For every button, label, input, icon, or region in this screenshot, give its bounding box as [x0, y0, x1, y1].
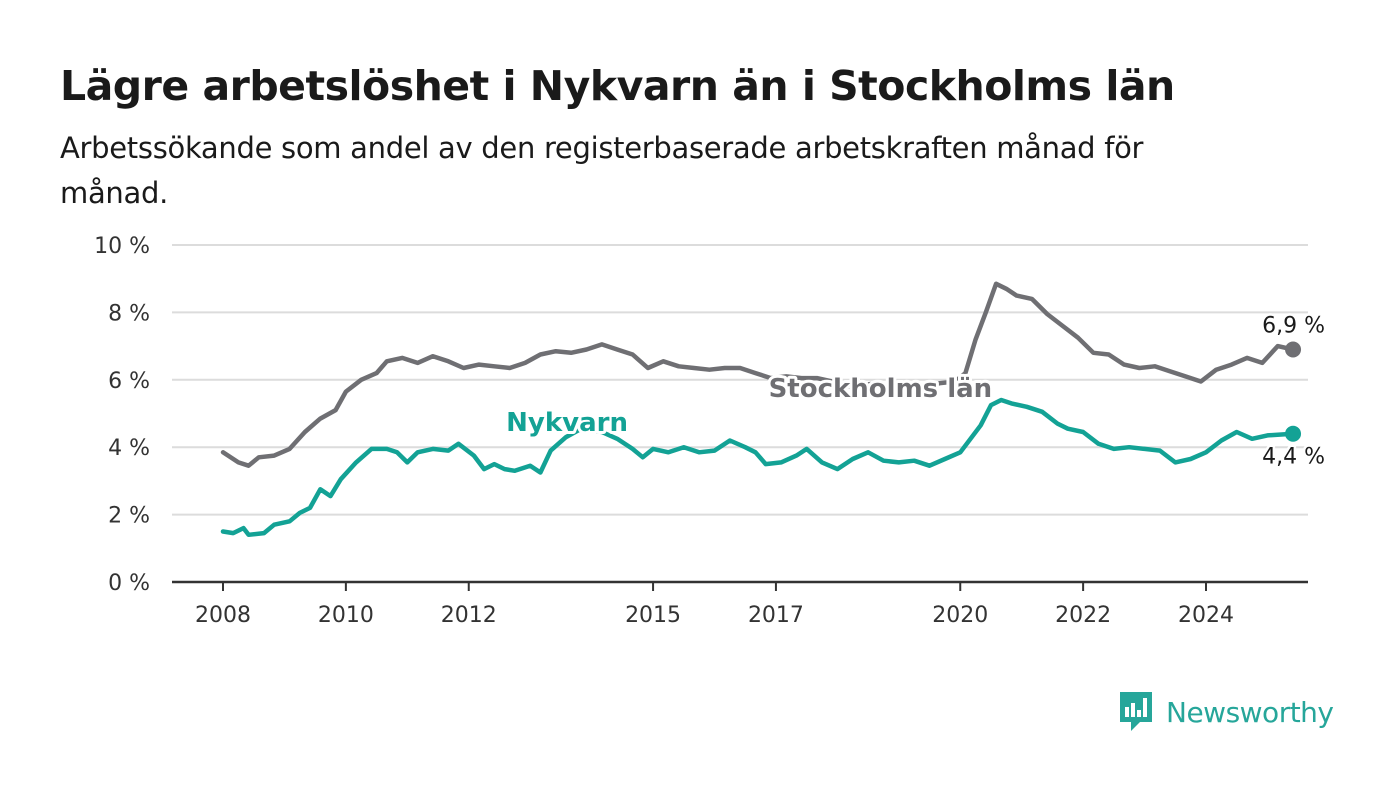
line-chart: 0 % 2 % 4 % 6 % 8 % 10 % 2008 2010 2012 2015 2017…	[94, 234, 1327, 628]
series-line-stockholms-lan	[220, 281, 1296, 468]
y-tick-label: 2 %	[108, 504, 150, 529]
newsworthy-logo-icon	[1120, 692, 1152, 731]
y-tick-label: 10 %	[94, 234, 150, 259]
x-tick-label: 2015	[625, 603, 681, 628]
y-tick-label: 6 %	[108, 369, 150, 394]
series-line-nykvarn	[220, 397, 1296, 538]
y-tick-label: 4 %	[108, 436, 150, 461]
chart-title: Lägre arbetslöshet i Nykvarn än i Stockh…	[60, 62, 1175, 110]
series-label-stockholms-lan: Stockholms län	[769, 374, 993, 404]
x-tick-label: 2020	[932, 603, 988, 628]
series-labels: Stockholms län Nykvarn 6,9 % 4,4 %	[503, 311, 1327, 472]
y-tick-label: 0 %	[108, 571, 150, 596]
brand-name: Newsworthy	[1166, 695, 1334, 729]
gridlines	[172, 244, 1308, 584]
x-tick-label: 2010	[318, 603, 374, 628]
y-tick-label: 8 %	[108, 301, 150, 326]
end-marker-nykvarn	[1285, 425, 1302, 442]
x-tick-label: 2008	[195, 603, 251, 628]
x-tick-label: 2012	[441, 603, 497, 628]
end-value-label-stockholms-lan: 6,9 %	[1262, 313, 1325, 338]
x-tick-label: 2017	[748, 603, 804, 628]
chart-subtitle: Arbetssökande som andel av den registerb…	[60, 131, 1144, 210]
x-axis-ticks: 2008 2010 2012 2015 2017 2020 2022 2024	[195, 582, 1234, 628]
end-value-label-nykvarn: 4,4 %	[1262, 445, 1325, 470]
series-lines	[220, 281, 1302, 538]
x-tick-label: 2022	[1055, 603, 1111, 628]
y-axis-ticks: 0 % 2 % 4 % 6 % 8 % 10 %	[94, 234, 150, 596]
brand-logo: Newsworthy	[1118, 690, 1334, 734]
x-tick-label: 2024	[1178, 603, 1234, 628]
end-marker-stockholms-lan	[1285, 341, 1302, 358]
series-label-nykvarn: Nykvarn	[506, 408, 628, 438]
